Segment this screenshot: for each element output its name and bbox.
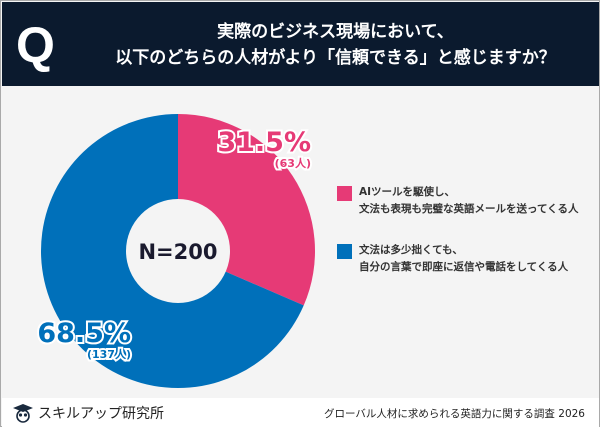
donut-chart: N=200 31.5% (63人) 68.5% (137人) — [35, 114, 316, 388]
owl-graduate-icon — [13, 404, 33, 423]
data-label-pink-percent: 31.5% — [217, 127, 311, 158]
legend-text: AIツールを駆使し、 — [359, 186, 456, 198]
legend-swatch-pink — [337, 186, 352, 201]
donut-hole — [126, 199, 230, 303]
q-mark: Q — [16, 17, 55, 73]
legend-text: 文法も表現も完璧な英語メールを送ってくる人 — [359, 203, 579, 215]
legend-item-own-words: 文法は多少拙くても、 自分の言葉で即座に返信や電話をしてくる人 — [337, 242, 569, 276]
title-line-1: 実際のビジネス現場において、 — [217, 22, 454, 42]
data-label-pink-count: (63人) — [275, 156, 311, 170]
question-header: Q 実際のビジネス現場において、 以下のどちらの人材がより「信頼できる」と感じま… — [2, 2, 599, 86]
data-label-blue-percent: 68.5% — [37, 318, 131, 349]
brand-logo: スキルアップ研究所 — [12, 403, 164, 423]
title-line-2: 以下のどちらの人材がより「信頼できる」と感じますか？ — [115, 48, 556, 68]
brand-name: スキルアップ研究所 — [38, 406, 164, 422]
legend-text: 文法は多少拙くても、 — [359, 244, 463, 256]
question-title: 実際のビジネス現場において、 以下のどちらの人材がより「信頼できる」と感じますか… — [82, 19, 589, 71]
legend-item-ai: AIツールを駆使し、 文法も表現も完璧な英語メールを送ってくる人 — [337, 184, 579, 218]
legend-swatch-blue — [337, 244, 352, 259]
data-label-blue-count: (137人) — [87, 347, 131, 361]
footer: スキルアップ研究所 グローバル人材に求められる英語力に関する調査 2026 — [2, 398, 599, 427]
center-label: N=200 — [138, 240, 217, 264]
survey-source: グローバル人材に求められる英語力に関する調査 2026 — [324, 408, 585, 420]
legend-text: 自分の言葉で即座に返信や電話をしてくる人 — [359, 261, 569, 273]
